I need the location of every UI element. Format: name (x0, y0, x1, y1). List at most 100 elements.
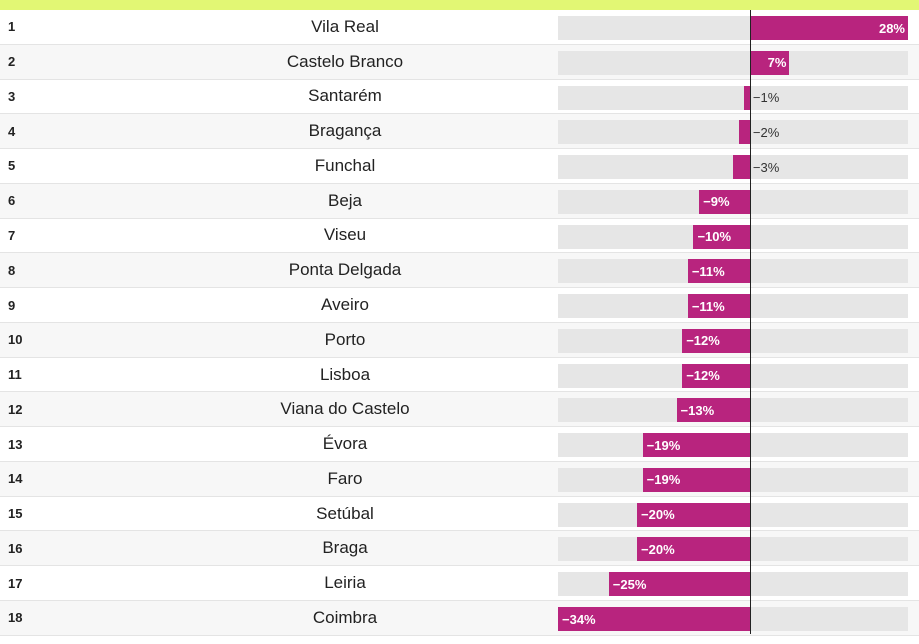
data-label: 7% (767, 55, 787, 71)
data-label: −19% (646, 472, 681, 488)
rank-label: 10 (8, 332, 23, 348)
category-label: Bragança (308, 121, 382, 141)
data-label: −19% (646, 437, 681, 453)
category-label: Aveiro (321, 295, 369, 314)
category-label: Santarém (308, 86, 382, 106)
bar-track: −3% (558, 155, 908, 180)
data-label: −25% (612, 576, 647, 592)
table-row: 5 Funchal −3% (0, 149, 919, 184)
category-label: Évora (322, 434, 368, 454)
category-label: Viana do Castelo (280, 399, 410, 419)
table-row: 16 Braga −20% (0, 531, 919, 567)
data-label: −20% (641, 507, 675, 523)
table-row: 12 Viana do Castelo −13% (0, 392, 919, 428)
category-label: Ponta Delgada (288, 260, 402, 280)
data-label: −34% (562, 611, 596, 627)
data-label: −3% (752, 159, 780, 175)
bar-track: 7% (558, 50, 908, 75)
rank-label: 15 (8, 506, 23, 522)
table-row: 13 Évora −19% (0, 427, 919, 462)
bar-track: 28% (558, 16, 908, 40)
bar (733, 155, 750, 180)
table-row: 11 Lisboa −12% (0, 357, 919, 393)
rank-label: 4 (8, 123, 16, 139)
bar-track: −9% (558, 189, 908, 214)
category-label: Porto (324, 329, 366, 349)
bar-track: −11% (558, 294, 908, 319)
data-label: −12% (686, 333, 720, 349)
rank-label: 2 (8, 54, 16, 70)
data-label: −12% (686, 368, 720, 384)
data-label: −9% (703, 194, 730, 210)
bar (744, 85, 750, 110)
bar-track: −34% (558, 607, 908, 632)
bar-track: −19% (558, 433, 908, 458)
bar (637, 537, 750, 562)
bar (682, 328, 750, 353)
bar (738, 120, 750, 145)
table-row: 2 Castelo Branco 7% (0, 44, 919, 80)
category-label: Funchal (314, 155, 376, 175)
category-label: Castelo Branco (286, 51, 404, 71)
rank-label: 9 (8, 297, 16, 313)
bar (699, 189, 750, 214)
bar-track: −12% (558, 328, 908, 353)
table-row: 14 Faro −19% (0, 461, 919, 497)
data-label: 28% (878, 20, 905, 36)
category-label: Braga (322, 538, 368, 558)
data-label: −11% (691, 263, 725, 279)
zero-line (749, 10, 751, 634)
category-label: Beja (327, 190, 363, 210)
bar (749, 16, 908, 40)
top-accent-bar (0, 0, 919, 10)
ranking-table: 1 Vila Real 28% 2 Castelo Branco 7% 3 Santarém −… (0, 10, 919, 636)
rank-label: 7 (8, 227, 16, 243)
table-row: 3 Santarém −1% (0, 79, 919, 115)
rank-label: 11 (8, 367, 22, 383)
table-row: 4 Bragança −2% (0, 114, 919, 150)
category-label: Leiria (324, 573, 366, 593)
table-row: 8 Ponta Delgada −11% (0, 253, 919, 289)
category-label: Vila Real (311, 16, 379, 36)
bar-track: −20% (558, 537, 908, 562)
bar (637, 502, 750, 527)
bar (682, 363, 750, 388)
rank-label: 17 (8, 575, 23, 591)
bar-track: −11% (558, 259, 908, 284)
data-label: −2% (752, 124, 780, 140)
bar-track: −2% (558, 120, 908, 145)
bar (693, 224, 750, 249)
bar (558, 607, 750, 632)
table-row: 7 Viseu −10% (0, 218, 919, 254)
table-row: 15 Setúbal −20% (0, 496, 919, 532)
category-label: Lisboa (319, 364, 371, 384)
bar-track: −19% (558, 467, 908, 492)
rank-label: 6 (8, 193, 16, 209)
table-row: 17 Leiria −25% (0, 566, 919, 602)
rank-label: 13 (8, 436, 23, 452)
bar-track: −13% (558, 398, 908, 423)
category-label: Faro (327, 468, 363, 488)
bar (642, 467, 750, 492)
table-row: 18 Coimbra −34% (0, 601, 919, 636)
rank-label: 3 (8, 88, 16, 104)
bar (608, 572, 750, 597)
data-label: −13% (680, 402, 715, 418)
table-row: 1 Vila Real 28% (0, 10, 919, 45)
category-label: Setúbal (316, 503, 374, 523)
bar (642, 433, 750, 458)
table-row: 6 Beja −9% (0, 183, 919, 219)
bar-track: −25% (558, 572, 908, 597)
bar-track: −10% (558, 224, 908, 249)
rank-label: 14 (8, 471, 23, 487)
rank-label: 8 (8, 262, 16, 278)
table-row: 9 Aveiro −11% (0, 288, 919, 323)
data-label: −11% (691, 298, 725, 314)
table-row: 10 Porto −12% (0, 322, 919, 358)
category-label: Coimbra (312, 607, 378, 627)
rank-label: 5 (8, 158, 16, 174)
rank-label: 16 (8, 540, 23, 556)
data-label: −20% (641, 541, 675, 557)
category-label: Viseu (323, 225, 367, 245)
data-label: −1% (752, 90, 780, 106)
